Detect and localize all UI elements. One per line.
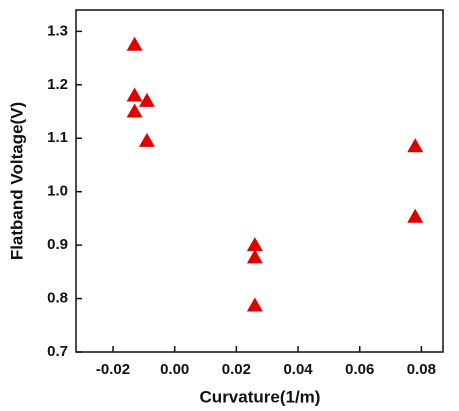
data-point xyxy=(126,36,143,51)
data-point xyxy=(407,208,424,223)
x-tick-label: 0.00 xyxy=(160,361,189,378)
x-tick-label: 0.02 xyxy=(222,361,251,378)
y-tick-label: 0.7 xyxy=(47,343,68,360)
y-tick-label: 0.8 xyxy=(47,290,68,307)
y-tick-label: 1.2 xyxy=(47,76,68,93)
x-axis-title: Curvature(1/m) xyxy=(200,387,321,406)
y-tick-label: 0.9 xyxy=(47,236,68,253)
plot-frame xyxy=(75,9,444,353)
data-point xyxy=(138,92,155,107)
y-tick-label: 1.3 xyxy=(47,22,68,39)
data-point xyxy=(246,237,263,252)
y-tick-label: 1.1 xyxy=(47,129,68,146)
x-tick-label: 0.04 xyxy=(283,361,313,378)
data-point xyxy=(126,87,143,102)
x-tick-label: -0.02 xyxy=(96,361,130,378)
x-tick-label: 0.06 xyxy=(345,361,374,378)
y-axis-title: Flatband Voltage(V) xyxy=(7,102,26,260)
data-point xyxy=(246,249,263,264)
data-point xyxy=(407,138,424,153)
data-point xyxy=(138,132,155,147)
x-tick-label: 0.08 xyxy=(407,361,436,378)
data-point xyxy=(126,103,143,118)
data-point xyxy=(246,297,263,312)
y-tick-label: 1.0 xyxy=(47,183,68,200)
